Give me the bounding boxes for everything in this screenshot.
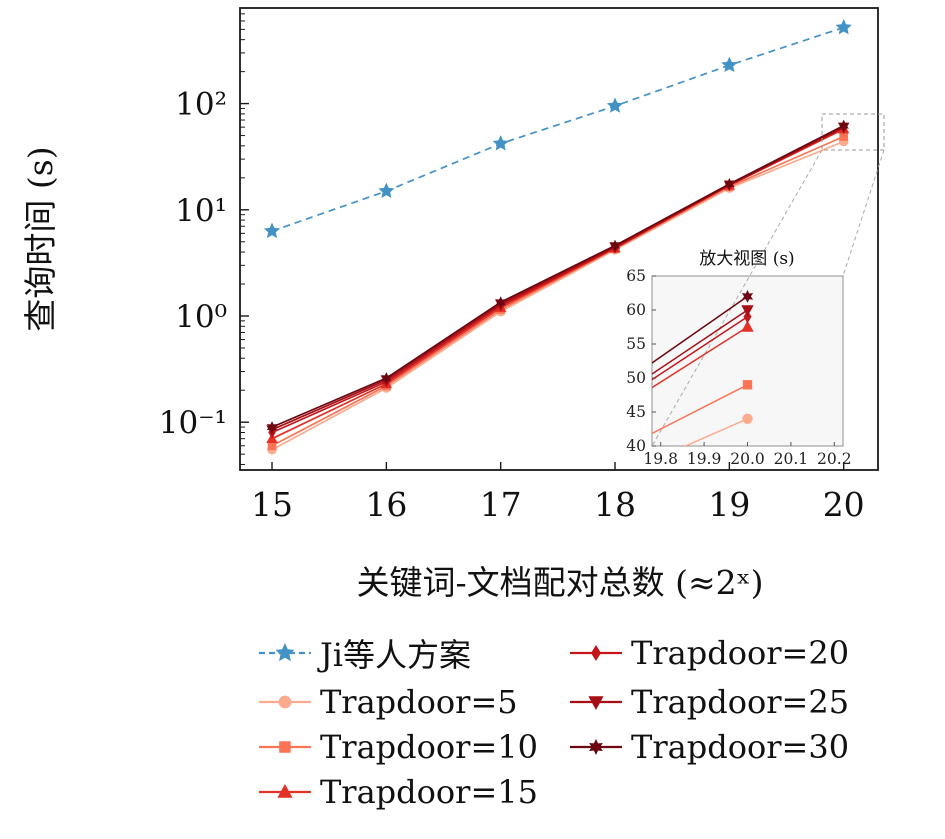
legend-label-trapdoor-10: Trapdoor=10	[319, 728, 538, 766]
x-tick-label: 15	[251, 485, 293, 524]
data-point	[609, 239, 621, 252]
data-point	[742, 413, 753, 424]
data-point	[492, 135, 509, 151]
series-line-1	[271, 140, 845, 451]
inset-y-tick-label: 40	[626, 437, 646, 455]
plot-frame	[239, 7, 879, 471]
legend-label-trapdoor-30: Trapdoor=30	[631, 728, 850, 766]
inset-title: 放大视图 (s)	[699, 249, 794, 269]
y-tick-label: 10¹	[175, 193, 227, 229]
data-point	[266, 421, 278, 434]
data-point	[267, 441, 277, 451]
series-line-6	[271, 124, 845, 428]
data-point	[838, 119, 849, 132]
data-point	[606, 97, 624, 113]
legend-item-trapdoor-5: Trapdoor=5	[257, 683, 538, 721]
plot-area: 15 16 17 18 19 20 10² 10¹ 10⁰ 10⁻¹ 19.8 19.9 20.0 20.…	[159, 7, 885, 524]
data-point	[835, 19, 852, 35]
legend-item-ji-scheme: Ji等人方案	[257, 630, 538, 676]
legend-label-trapdoor-20: Trapdoor=20	[631, 634, 850, 672]
inset-y-tick-label: 45	[626, 403, 646, 421]
y-tick-label: 10⁰	[175, 299, 227, 335]
data-point	[278, 695, 292, 709]
inset-y-tick-label: 55	[626, 335, 646, 353]
chart: 15 16 17 18 19 20 10² 10¹ 10⁰ 10⁻¹ 19.8 19.9 20.0 20.…	[21, 7, 885, 602]
x-tick-label: 18	[594, 485, 636, 524]
legend-marker-trapdoor-20	[570, 645, 622, 661]
data-point	[741, 289, 754, 303]
data-point	[743, 310, 752, 324]
inset-y-tick-label: 65	[626, 267, 646, 285]
legend-marker-trapdoor-10	[258, 741, 311, 753]
x-tick-label: 20	[823, 485, 865, 524]
inset-x-tick-label: 20.1	[774, 450, 809, 468]
zoom-region-rect	[821, 113, 885, 151]
legend-item-trapdoor-15: Trapdoor=15	[257, 773, 538, 811]
y-tick-label: 10⁻¹	[159, 405, 227, 441]
inset-x-tick-label: 20.2	[817, 450, 852, 468]
y-axis-label: 查询时间 (s)	[21, 146, 60, 331]
legend-marker-trapdoor-5	[258, 695, 311, 709]
legend-label-trapdoor-5: Trapdoor=5	[319, 683, 518, 721]
data-point	[589, 739, 603, 755]
legend-label-trapdoor-25: Trapdoor=25	[631, 683, 850, 721]
data-point	[591, 645, 601, 661]
inset-series	[652, 289, 754, 446]
inset-y-tick-label: 60	[626, 301, 646, 319]
legend: Ji等人方案 Trapdoor=5 Trapdoor=10 Trapdoor=1…	[257, 630, 849, 811]
inset-x-tick-label: 20.0	[730, 450, 765, 468]
data-point	[724, 178, 735, 190]
data-point	[263, 222, 281, 238]
data-point	[275, 643, 295, 662]
data-point	[378, 182, 395, 198]
zoom-connector	[842, 149, 885, 277]
x-axis-label: 关键词-文档配对总数 (≈2ˣ)	[356, 563, 763, 602]
x-tick-label: 19	[708, 485, 750, 524]
data-point	[839, 132, 849, 141]
x-tick-label: 17	[480, 485, 522, 524]
legend-item-trapdoor-30: Trapdoor=30	[568, 728, 849, 766]
inset-x-tick-label: 19.8	[643, 450, 678, 468]
legend-item-trapdoor-25: Trapdoor=25	[568, 683, 849, 721]
legend-marker-ji-scheme	[258, 643, 311, 662]
zoom-connector	[651, 149, 823, 447]
data-point	[721, 56, 738, 72]
legend-marker-trapdoor-25	[570, 696, 622, 710]
inset-y-tick-label: 50	[626, 369, 646, 387]
legend-item-trapdoor-20: Trapdoor=20	[568, 630, 849, 676]
data-point	[279, 741, 291, 753]
series-line-2	[271, 135, 845, 447]
data-point	[277, 784, 293, 798]
legend-label-ji-scheme: Ji等人方案	[319, 636, 472, 674]
legend-label-trapdoor-15: Trapdoor=15	[319, 773, 538, 811]
x-tick-label: 16	[365, 485, 407, 524]
data-point	[588, 696, 604, 710]
data-point	[741, 305, 754, 317]
series-line-0	[271, 26, 844, 232]
legend-item-trapdoor-10: Trapdoor=10	[257, 728, 538, 766]
y-tick-label: 10²	[175, 87, 227, 123]
legend-marker-trapdoor-15	[258, 784, 311, 798]
data-point	[495, 296, 506, 309]
legend-marker-trapdoor-30	[570, 739, 622, 755]
data-point	[741, 320, 754, 332]
inset-x-tick-label: 19.9	[687, 450, 722, 468]
data-point	[742, 380, 753, 390]
data-point	[381, 372, 392, 385]
